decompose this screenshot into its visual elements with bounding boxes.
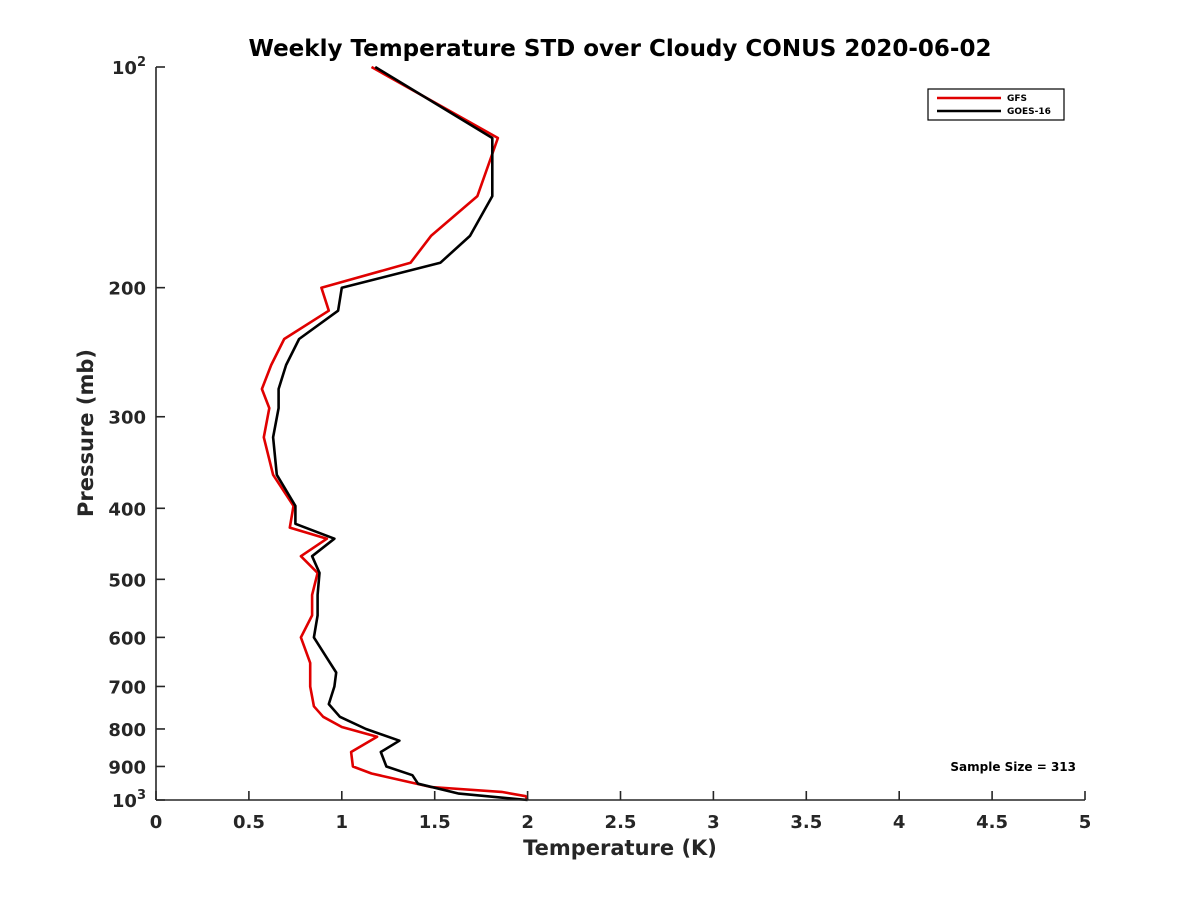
x-tick-label: 4.5 [976,812,1008,833]
y-tick-label: 500 [108,570,146,591]
series-line-gfs [260,65,529,801]
x-tick-label: 2.5 [605,812,637,833]
y-tick-label: 103 [112,788,146,812]
series-line-goes-16 [271,65,528,802]
x-tick-label: 0 [150,812,163,833]
y-axis-label: Pressure (mb) [74,349,98,517]
legend: GFS GOES-16 [927,88,1065,121]
x-tick-label: 1.5 [419,812,451,833]
legend-label: GOES-16 [1007,107,1051,117]
legend-label: GFS [1007,94,1027,104]
series-layer [260,65,529,802]
legend-box [927,88,1065,121]
x-tick-label: 3 [707,812,720,833]
x-tick-label: 0.5 [233,812,265,833]
y-tick-label: 300 [108,408,146,429]
y-tick-label: 102 [112,55,146,79]
y-tick-label: 400 [108,499,146,520]
y-tick-label: 600 [108,628,146,649]
chart-title: Weekly Temperature STD over Cloudy CONUS… [249,36,992,62]
y-tick-label: 700 [108,677,146,698]
x-tick-label: 5 [1079,812,1092,833]
x-tick-label: 4 [893,812,906,833]
x-axis-label: Temperature (K) [523,836,717,860]
y-tick-label: 200 [108,279,146,300]
y-tick-label: 900 [108,757,146,778]
axes: 0 0.5 1 1.5 2 2.5 3 3.5 4 4.5 5 102 200 300 400 500 600 7… [108,55,1091,833]
x-tick-label: 2 [521,812,534,833]
sample-size-annotation: Sample Size = 313 [950,760,1076,774]
y-tick-label: 800 [108,720,146,741]
x-tick-label: 1 [336,812,349,833]
x-tick-label: 3.5 [790,812,822,833]
